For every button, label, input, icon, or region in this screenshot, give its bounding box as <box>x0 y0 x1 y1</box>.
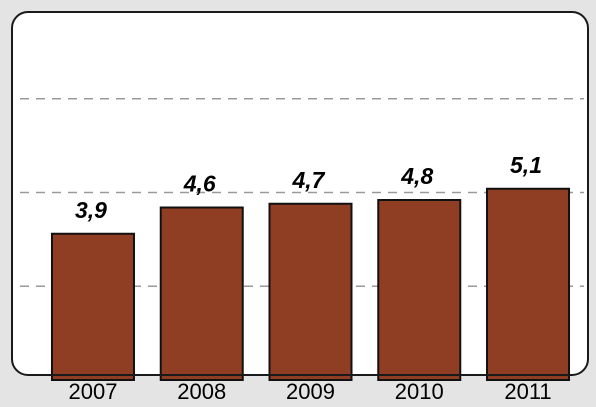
value-label: 4,7 <box>292 167 326 193</box>
x-tick-label: 2008 <box>177 379 226 404</box>
x-tick-label: 2009 <box>286 379 335 404</box>
x-tick-label: 2007 <box>69 379 118 404</box>
bar <box>377 199 462 381</box>
value-label: 3,9 <box>75 197 107 223</box>
value-label: 4,8 <box>400 163 433 189</box>
bar <box>159 206 244 381</box>
bar <box>268 202 353 381</box>
marks <box>20 98 584 381</box>
x-tick-label: 2011 <box>504 379 551 404</box>
panel-border <box>11 11 589 376</box>
bar <box>486 187 571 381</box>
x-tick-label: 2010 <box>395 379 444 404</box>
bar <box>50 232 135 381</box>
value-label: 4,6 <box>183 171 216 197</box>
value-label: 5,1 <box>510 152 542 178</box>
